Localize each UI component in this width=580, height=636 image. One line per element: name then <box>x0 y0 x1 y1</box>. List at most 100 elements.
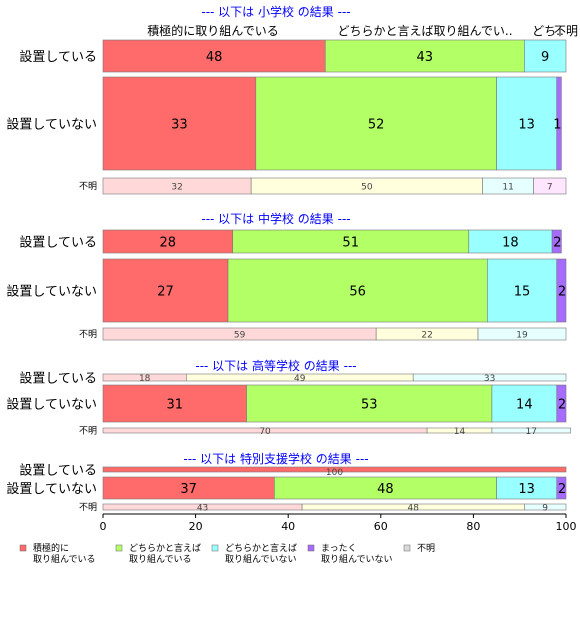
bar-value-label: 49 <box>294 374 306 384</box>
bar-value-label: 70 <box>259 427 271 437</box>
bar-value-label: 50 <box>361 182 373 192</box>
bar-segment <box>524 39 567 73</box>
bar-value-label: 33 <box>171 117 188 132</box>
bar-segment <box>556 258 567 323</box>
bar-value-label: 1 <box>553 117 561 132</box>
x-tick-label: 40 <box>281 520 295 533</box>
bar-value-label: 13 <box>518 117 535 132</box>
bar-value-label: 48 <box>377 482 394 497</box>
bar-value-label: 28 <box>160 235 177 250</box>
bar-value-label: 51 <box>342 235 359 250</box>
panel-title: --- 以下は 中学校 の結果 --- <box>201 211 350 226</box>
bar-value-label: 33 <box>484 374 495 384</box>
bar-segment <box>556 76 562 171</box>
bar-value-label: 2 <box>558 482 566 497</box>
legend-swatch <box>19 544 27 552</box>
bar-segment <box>102 76 257 171</box>
bar-value-label: 2 <box>553 235 561 250</box>
row-label: 設置している <box>19 49 97 65</box>
bar-value-label: 43 <box>197 503 208 513</box>
panel-title: --- 以下は 高等学校 の結果 --- <box>195 358 356 373</box>
bar-value-label: 9 <box>542 503 548 513</box>
row-label: 設置している <box>19 463 97 479</box>
bar-value-label: 14 <box>454 427 466 437</box>
bar-segment <box>102 466 567 473</box>
bar-value-label: 27 <box>157 284 174 299</box>
row-label: 不明 <box>79 426 97 437</box>
bar-value-label: 7 <box>547 182 553 192</box>
row-label: 設置していない <box>6 117 97 133</box>
legend-swatch <box>115 544 123 552</box>
category-header-label: 積極的に取り組んでいる <box>147 23 278 38</box>
bar-value-label: 37 <box>180 482 197 497</box>
legend-label: どちらかと言えば <box>129 542 201 554</box>
category-header-label: 不明 <box>554 24 578 38</box>
bar-value-label: 18 <box>139 374 151 384</box>
bar-segment <box>486 258 558 323</box>
row-label: 設置していない <box>6 284 97 300</box>
bar-segment <box>491 384 558 423</box>
bar-segment <box>227 258 488 323</box>
bar-segment <box>102 384 247 423</box>
bar-segment <box>496 76 558 171</box>
x-tick-label: 20 <box>189 520 203 533</box>
bar-value-label: 32 <box>171 182 182 192</box>
row-label: 設置していない <box>6 397 97 413</box>
bar-value-label: 52 <box>368 117 385 132</box>
bar-segment <box>524 503 567 511</box>
x-tick-label: 100 <box>556 520 577 533</box>
legend-swatch <box>403 544 411 552</box>
legend-label: 取り組んでいない <box>225 553 297 565</box>
bar-value-label: 11 <box>502 182 513 192</box>
bar-segment <box>551 229 562 254</box>
legend-label: 取り組んでいない <box>321 553 393 565</box>
bar-value-label: 15 <box>514 284 531 299</box>
legend-label: まったく <box>321 543 357 554</box>
category-header-label: どち.. <box>532 24 564 38</box>
bar-value-label: 56 <box>349 284 366 299</box>
bar-value-label: 48 <box>206 50 223 65</box>
bar-segment <box>533 177 567 195</box>
bar-value-label: 59 <box>234 330 246 340</box>
row-label: 設置していない <box>6 481 97 497</box>
legend-label: 取り組んでいる <box>33 553 96 565</box>
bar-segment <box>491 427 571 434</box>
bar-value-label: 17 <box>526 427 537 437</box>
bar-segment <box>556 476 567 500</box>
legend-swatch <box>307 544 315 552</box>
bar-segment <box>246 384 493 423</box>
bar-value-label: 31 <box>166 397 183 412</box>
panel-title: --- 以下は 小学校 の結果 --- <box>201 4 350 19</box>
bar-value-label: 9 <box>541 50 549 65</box>
bar-value-label: 2 <box>558 397 566 412</box>
row-label: 不明 <box>79 502 97 513</box>
bar-value-label: 2 <box>558 284 566 299</box>
row-label: 不明 <box>79 181 97 192</box>
bar-value-label: 48 <box>407 503 419 513</box>
row-label: 設置している <box>19 235 97 251</box>
bar-value-label: 100 <box>326 468 343 478</box>
panel-title: --- 以下は 特別支援学校 の結果 --- <box>183 451 368 466</box>
bar-value-label: 53 <box>361 397 378 412</box>
x-tick-label: 0 <box>100 520 107 533</box>
bar-value-label: 18 <box>502 235 519 250</box>
bar-value-label: 14 <box>516 397 533 412</box>
bar-value-label: 19 <box>516 330 528 340</box>
bar-value-label: 13 <box>518 482 535 497</box>
bar-value-label: 43 <box>417 50 434 65</box>
row-label: 設置している <box>19 371 97 387</box>
x-tick-label: 80 <box>466 520 480 533</box>
legend-label: 取り組んでいる <box>129 553 192 565</box>
legend-label: 不明 <box>417 543 435 554</box>
bar-segment <box>412 373 567 382</box>
row-label: 不明 <box>79 329 97 340</box>
x-tick-label: 60 <box>374 520 388 533</box>
category-header-label: どちらかと言えば取り組んでい.. <box>337 24 512 38</box>
legend-label: 積極的に <box>33 542 69 554</box>
bar-segment <box>102 258 229 323</box>
bar-value-label: 22 <box>421 330 432 340</box>
bar-segment <box>255 76 497 171</box>
bar-segment <box>477 327 567 341</box>
bar-segment <box>556 384 567 423</box>
